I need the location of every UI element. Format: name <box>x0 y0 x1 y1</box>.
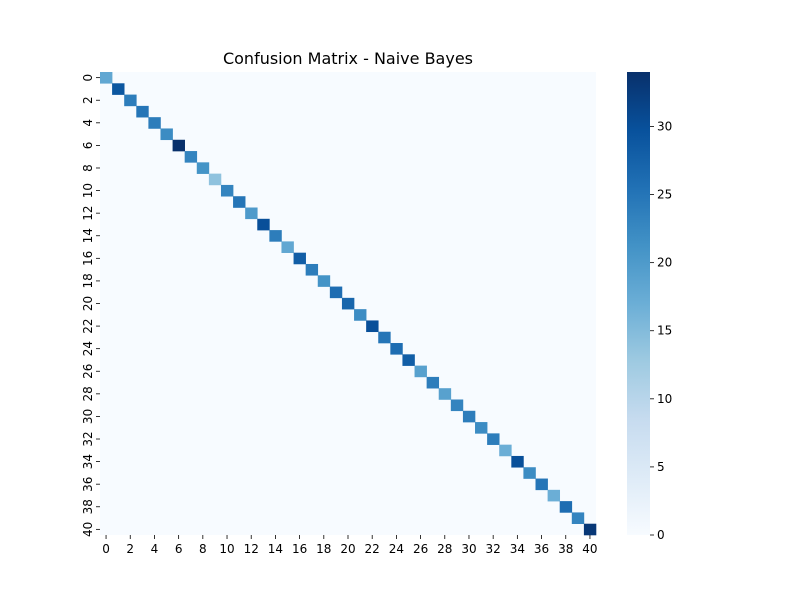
y-tick-label: 18 <box>81 273 95 288</box>
heatmap-cell-19-19 <box>329 286 343 299</box>
colorbar-tick-label: 30 <box>657 119 672 133</box>
heatmap-cells <box>100 72 597 536</box>
heatmap-cell-37-37 <box>547 489 561 502</box>
y-tick-label: 38 <box>81 499 95 514</box>
heatmap-cell-23-23 <box>378 331 391 344</box>
heatmap-cell-6-6 <box>172 139 185 152</box>
heatmap-cell-15-15 <box>281 241 294 253</box>
heatmap-cell-20-20 <box>341 297 355 310</box>
y-tick-label: 32 <box>81 431 95 446</box>
y-tick-label: 26 <box>81 364 95 379</box>
colorbar-tick-label: 5 <box>657 460 665 474</box>
x-tick-label: 38 <box>558 542 573 556</box>
heatmap-cell-2-2 <box>124 94 137 107</box>
x-tick-label: 10 <box>219 542 234 556</box>
y-tick-label: 22 <box>81 318 95 333</box>
y-tick-label: 34 <box>81 454 95 469</box>
heatmap-cell-11-11 <box>233 196 246 208</box>
heatmap-cell-30-30 <box>462 410 476 423</box>
heatmap-cell-0-0 <box>100 72 113 84</box>
x-tick-label: 34 <box>510 542 525 556</box>
x-tick-label: 2 <box>126 542 134 556</box>
x-tick-label: 28 <box>437 542 452 556</box>
colorbar: 0 5 10 15 20 25 30 <box>627 72 672 542</box>
y-tick-label: 30 <box>81 409 95 424</box>
heatmap-cell-38-38 <box>559 501 573 513</box>
colorbar-tick-label: 25 <box>657 188 672 202</box>
x-tick-label: 22 <box>365 542 380 556</box>
y-tick-label: 24 <box>81 341 95 356</box>
colorbar-tick-label: 10 <box>657 392 672 406</box>
heatmap-cell-3-3 <box>136 105 149 118</box>
y-tick-label: 0 <box>81 74 95 82</box>
heatmap-cell-40-40 <box>583 523 597 536</box>
x-tick-label: 18 <box>316 542 331 556</box>
heatmap-cell-31-31 <box>475 422 488 434</box>
heatmap-cell-8-8 <box>196 162 210 174</box>
colorbar-tick-label: 0 <box>657 528 665 542</box>
heatmap-cell-14-14 <box>269 230 282 242</box>
x-tick-label: 4 <box>151 542 159 556</box>
heatmap-cell-1-1 <box>112 83 125 95</box>
x-tick-label: 26 <box>413 542 428 556</box>
x-tick-label: 36 <box>534 542 549 556</box>
colorbar-gradient <box>627 72 650 535</box>
x-tick-label: 30 <box>461 542 476 556</box>
colorbar-tick-label: 20 <box>657 256 672 270</box>
x-tick-label: 14 <box>268 542 283 556</box>
heatmap-cell-17-17 <box>305 263 319 276</box>
heatmap-cell-22-22 <box>366 320 379 333</box>
x-tick-label: 40 <box>582 542 597 556</box>
heatmap-cell-33-33 <box>499 444 512 457</box>
heatmap-cell-39-39 <box>571 512 585 524</box>
heatmap-cell-29-29 <box>450 399 464 412</box>
y-tick-label: 16 <box>81 251 95 266</box>
y-tick-label: 28 <box>81 386 95 401</box>
heatmap-cell-24-24 <box>390 343 403 355</box>
heatmap-cell-35-35 <box>523 467 536 479</box>
y-tick-label: 4 <box>81 119 95 127</box>
heatmap-cell-28-28 <box>438 388 452 400</box>
x-tick-label: 12 <box>244 542 259 556</box>
y-tick-label: 2 <box>81 96 95 104</box>
colorbar-tick-label: 15 <box>657 324 672 338</box>
x-tick-label: 0 <box>102 542 110 556</box>
x-tick-label: 16 <box>292 542 307 556</box>
x-axis: 0 2 4 6 8 10 12 14 16 18 20 22 24 26 28 30 32 34 36 38 40 <box>102 535 598 556</box>
heatmap-cell-7-7 <box>184 151 198 163</box>
heatmap-cell-16-16 <box>293 252 306 265</box>
x-tick-label: 24 <box>389 542 404 556</box>
heatmap-cell-32-32 <box>487 433 500 445</box>
y-tick-label: 12 <box>81 206 95 221</box>
heatmap-cell-26-26 <box>414 365 427 378</box>
y-tick-label: 10 <box>81 183 95 198</box>
heatmap-cell-21-21 <box>354 309 367 321</box>
heatmap-cell-18-18 <box>317 275 331 287</box>
x-tick-label: 32 <box>486 542 501 556</box>
chart-title: Confusion Matrix - Naive Bayes <box>223 49 473 68</box>
x-tick-label: 6 <box>175 542 183 556</box>
heatmap-cell-10-10 <box>220 184 234 197</box>
x-tick-label: 8 <box>199 542 207 556</box>
heatmap-cell-25-25 <box>402 354 415 366</box>
heatmap-cell-5-5 <box>160 128 173 141</box>
y-tick-label: 8 <box>81 164 95 172</box>
heatmap-cell-9-9 <box>208 173 222 186</box>
y-tick-label: 40 <box>81 522 95 537</box>
y-tick-label: 6 <box>81 142 95 150</box>
heatmap-cell-27-27 <box>426 376 440 389</box>
y-tick-label: 14 <box>81 228 95 243</box>
y-tick-label: 36 <box>81 477 95 492</box>
heatmap-cell-36-36 <box>535 478 548 491</box>
heatmap-cell-4-4 <box>148 117 161 129</box>
heatmap-cell-34-34 <box>511 455 524 468</box>
heatmap-cell-13-13 <box>257 218 270 231</box>
heatmap-cell-12-12 <box>245 207 258 220</box>
y-tick-label: 20 <box>81 296 95 311</box>
x-tick-label: 20 <box>340 542 355 556</box>
